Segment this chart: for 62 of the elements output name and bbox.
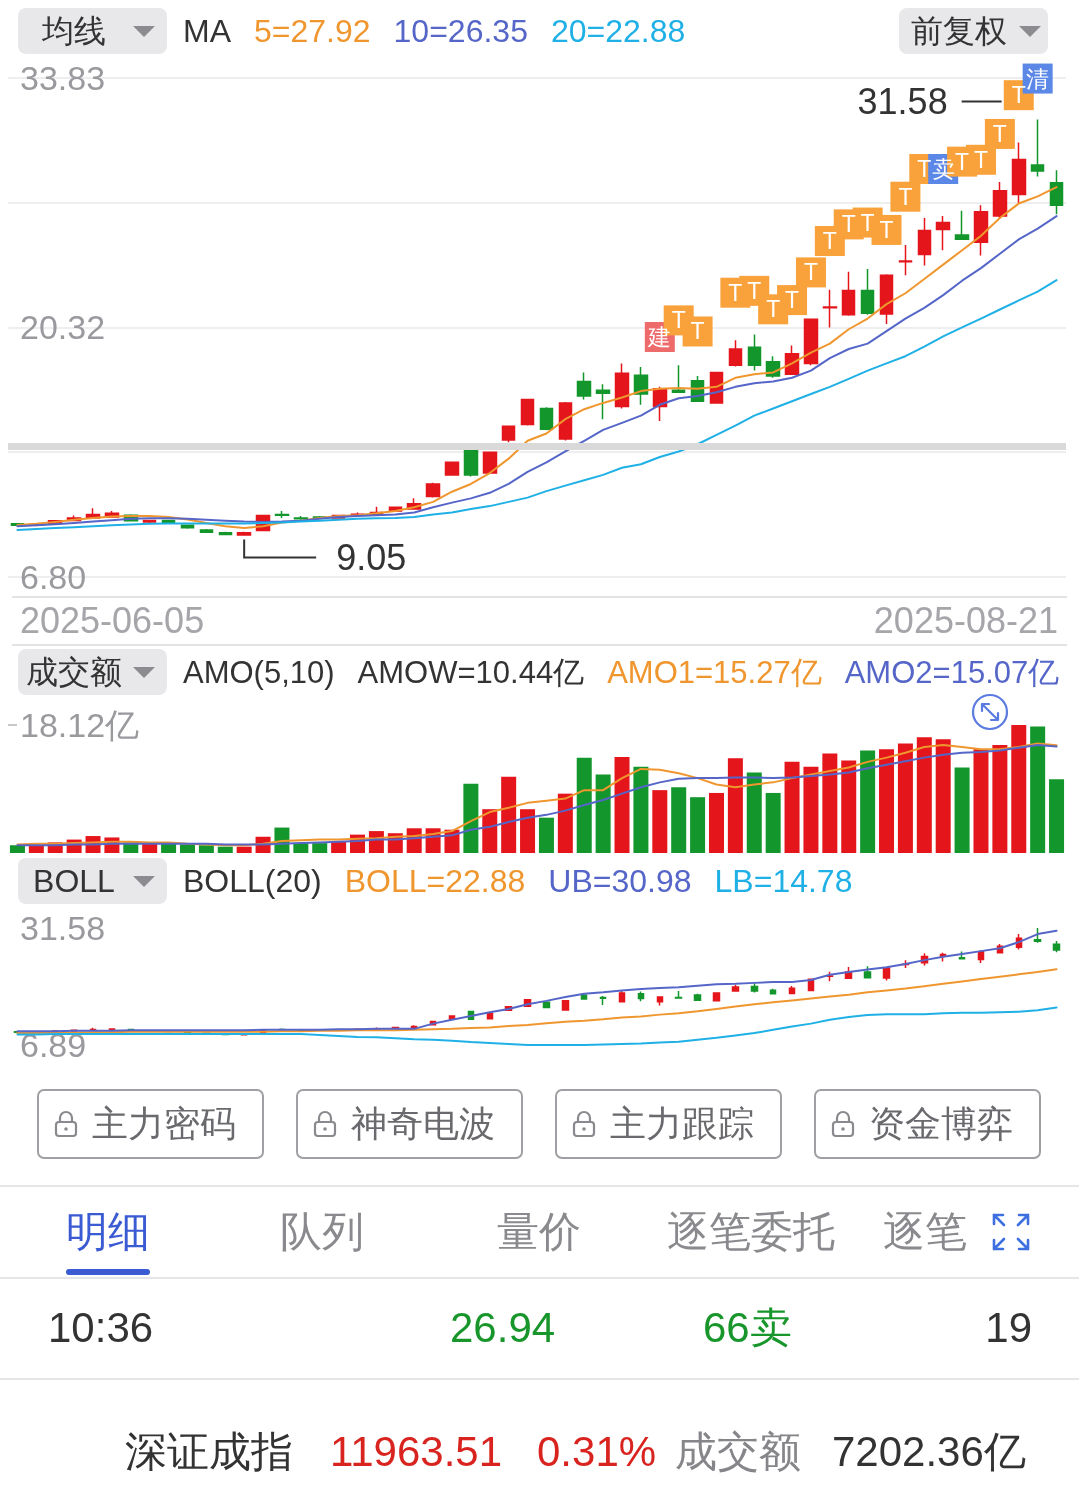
chart-title: 成交额 <box>25 654 123 690</box>
text: AMO1=15.27亿 <box>607 654 822 690</box>
data-label: T <box>747 277 762 304</box>
text: BOLL=22.88 <box>344 863 526 899</box>
series-label: AMO2=15.07亿 <box>844 654 1060 690</box>
text: 2025-06-05 <box>20 600 205 641</box>
text: 逐笔委托 <box>667 1208 835 1255</box>
text: 10=26.35 <box>393 13 528 49</box>
text: LB=14.78 <box>714 863 853 899</box>
text: 深证成指 <box>125 1428 293 1475</box>
data-label: T <box>955 148 970 175</box>
y-tick-label: 20.32 <box>20 308 106 347</box>
data-label: T <box>785 287 800 314</box>
text: 66卖 <box>703 1304 792 1351</box>
text: 成交额 <box>675 1428 801 1475</box>
text: AMOW=10.44亿 <box>357 654 585 690</box>
text: 19 <box>985 1304 1032 1351</box>
data-label: T <box>898 183 913 210</box>
text: 明细 <box>66 1208 150 1255</box>
annotation: 31.58 <box>857 81 948 123</box>
y-tick-label: 6.89 <box>20 1026 87 1064</box>
data-label: T <box>973 146 989 173</box>
text: 主力密码 <box>92 1103 236 1144</box>
data-label: T <box>992 120 1007 147</box>
data-label: T <box>728 279 743 306</box>
text: 主力跟踪 <box>610 1103 754 1144</box>
data-label: T <box>841 211 856 238</box>
data-label: T <box>860 209 875 236</box>
text: UB=30.98 <box>548 863 692 899</box>
text: 前复权 <box>911 13 1007 49</box>
y-tick-label: 18.12亿 <box>20 706 140 744</box>
text: 26.94 <box>450 1304 556 1351</box>
text: 10:36 <box>48 1304 154 1351</box>
legend-title: MA <box>183 13 231 49</box>
text: 0.31% <box>537 1428 657 1475</box>
text: 2025-08-21 <box>873 600 1058 641</box>
chart-title: 均线 <box>41 13 107 49</box>
legend-title: AMO(5,10) <box>183 654 335 690</box>
text: 11963.51 <box>330 1428 503 1475</box>
data-label: T <box>671 307 686 334</box>
text: 7202.36亿 <box>832 1428 1026 1475</box>
chart-title: BOLL <box>32 863 116 899</box>
annotation: 9.05 <box>336 536 407 578</box>
text: 5=27.92 <box>254 13 371 49</box>
data-label: 清 <box>1026 65 1050 92</box>
data-label: T <box>1011 82 1026 109</box>
y-tick-label: 6.80 <box>20 558 87 596</box>
data-label: T <box>766 296 781 323</box>
y-tick-label: 31.58 <box>20 909 106 947</box>
text: 神奇电波 <box>351 1103 495 1144</box>
data-label: T <box>879 216 894 243</box>
text: 资金博弈 <box>869 1103 1013 1144</box>
text: 20=22.88 <box>550 13 686 49</box>
data-label: T <box>803 259 818 286</box>
data-label: T <box>822 228 837 255</box>
text: 量价 <box>497 1208 581 1255</box>
text: 逐笔 <box>883 1208 967 1255</box>
data-label: 建 <box>647 324 672 351</box>
legend-title: BOLL(20) <box>183 863 322 899</box>
y-tick-label: 33.83 <box>20 59 106 97</box>
text: 队列 <box>280 1208 364 1255</box>
data-label: T <box>690 318 705 345</box>
